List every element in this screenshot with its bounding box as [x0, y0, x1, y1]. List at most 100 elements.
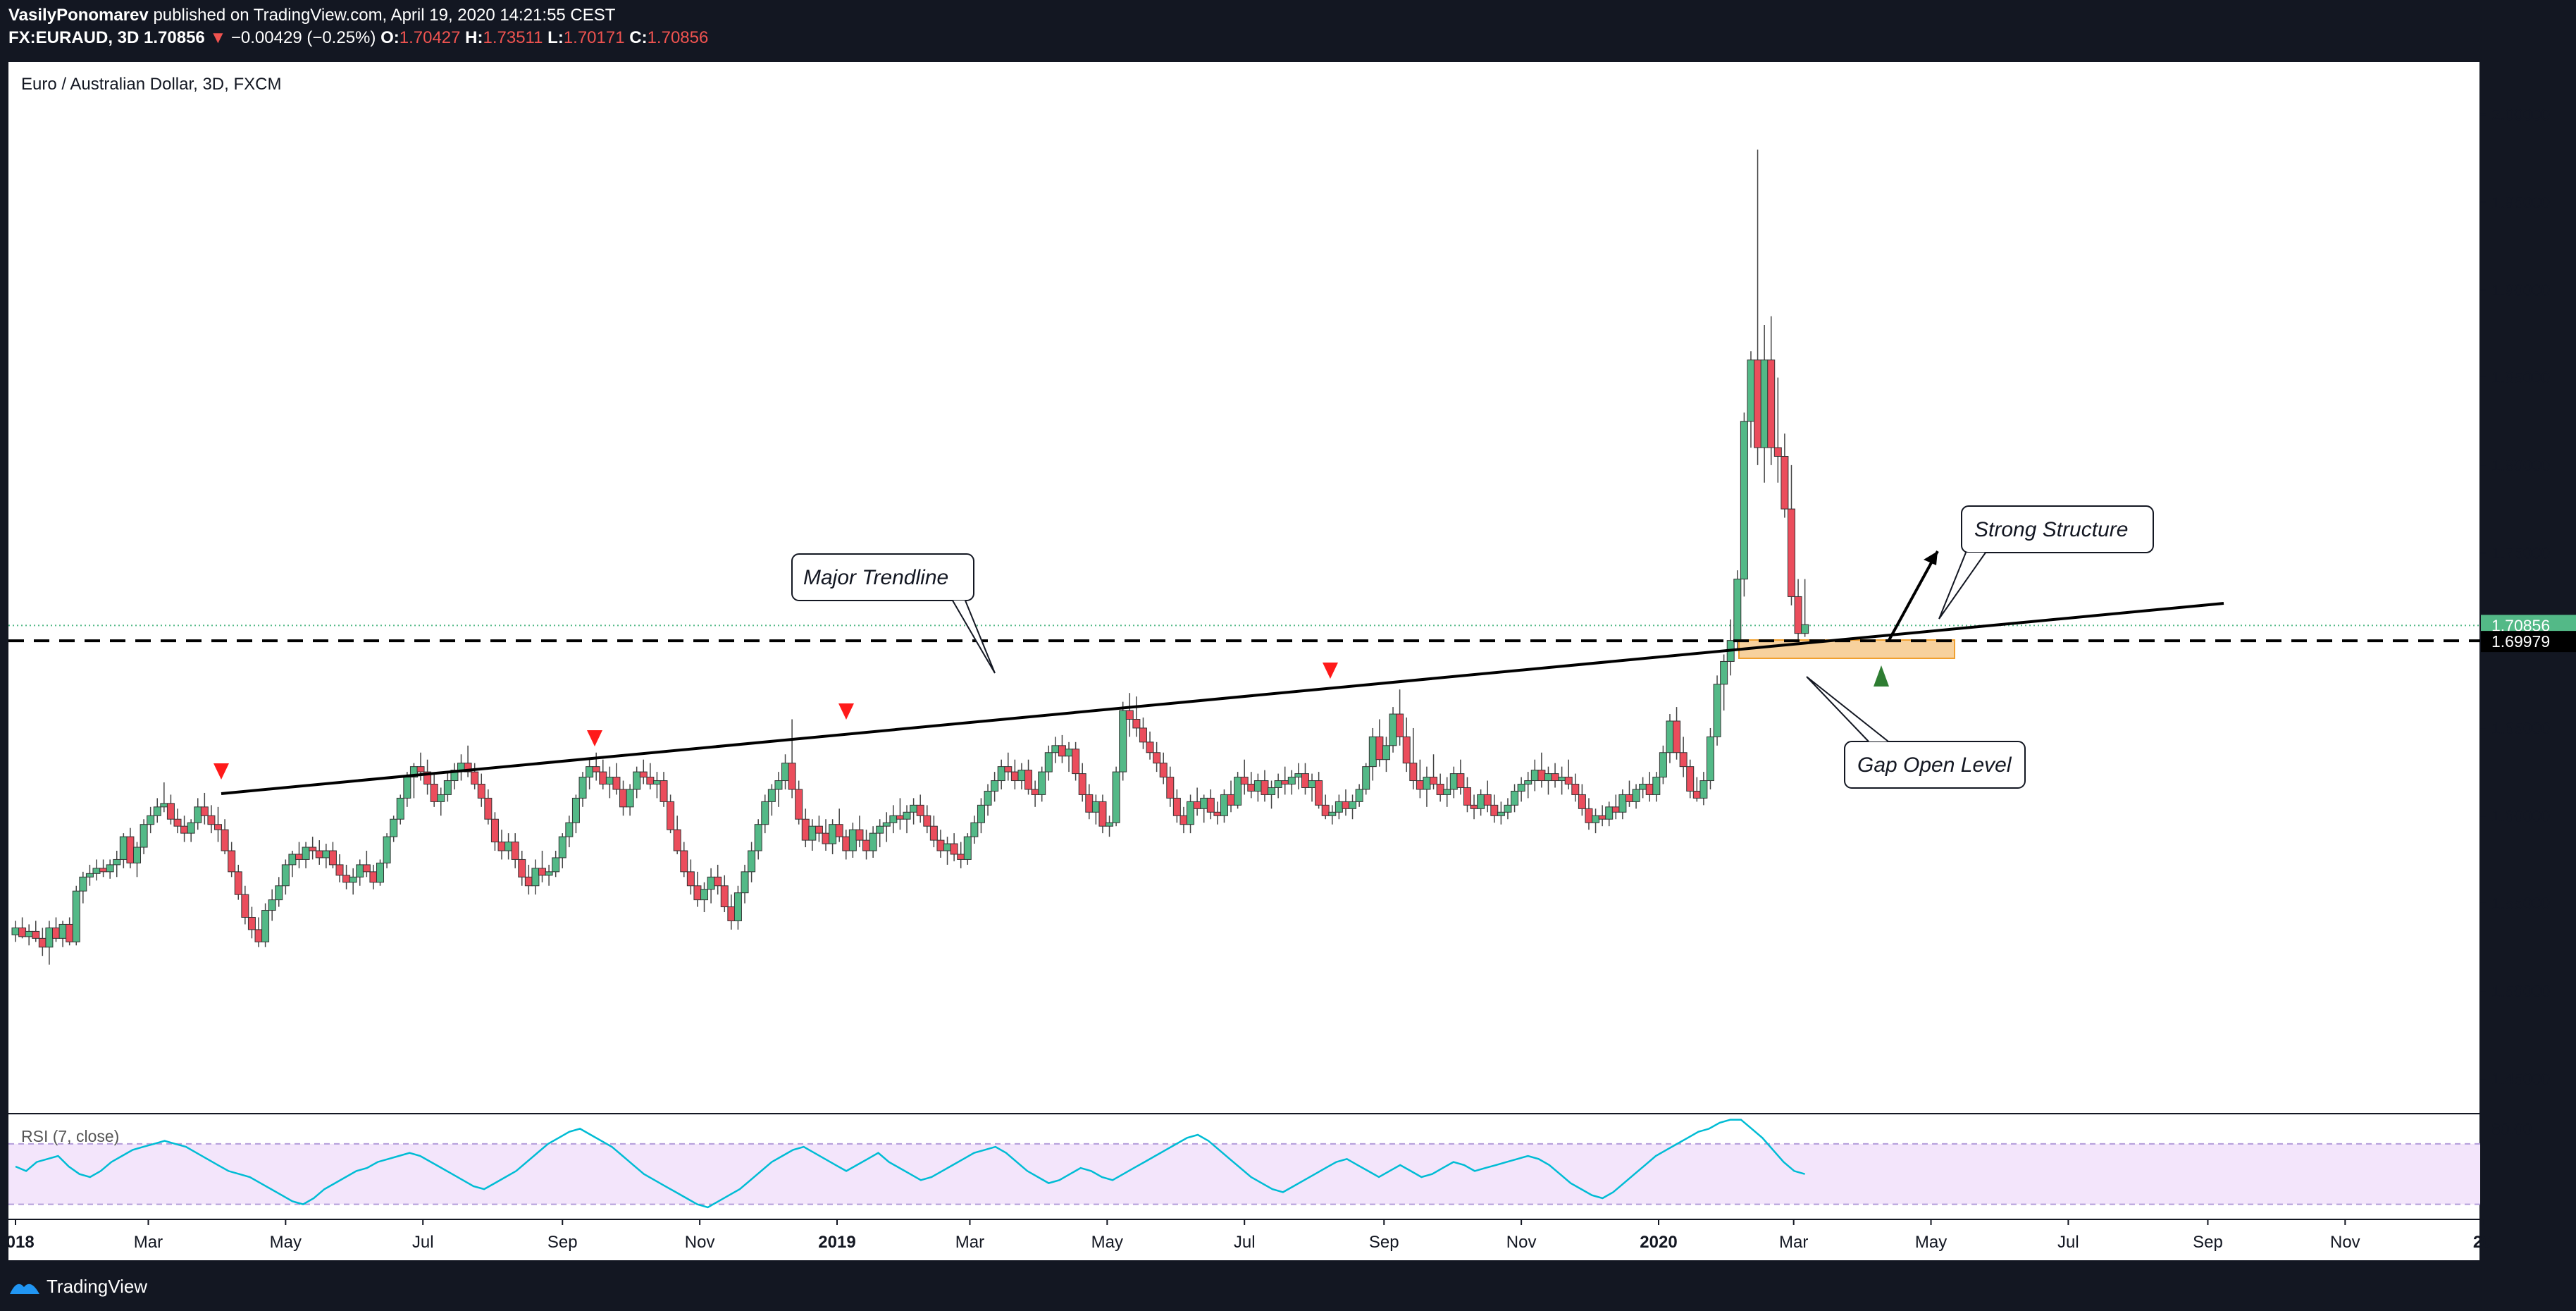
candle-body: [275, 885, 283, 901]
close-value: 1.70856: [647, 28, 709, 47]
candle-body: [970, 822, 979, 837]
candle-body: [660, 780, 668, 802]
candle-body: [700, 889, 709, 901]
candle-body: [741, 871, 749, 894]
candle-body: [788, 763, 796, 790]
candle-body: [1308, 780, 1316, 788]
candle-body: [119, 836, 128, 860]
candle-body: [356, 864, 364, 878]
x-tick-label: Nov: [2330, 1233, 2360, 1252]
candle-body: [876, 825, 884, 834]
candle-body: [173, 818, 182, 827]
candle-body: [1511, 790, 1519, 806]
rsi-upper-tick: 80.00: [2491, 1119, 2532, 1138]
candle-body: [1625, 794, 1633, 802]
candle-body: [822, 832, 830, 844]
candle-body: [106, 864, 114, 873]
candle-body: [1220, 794, 1228, 816]
candle-body: [1382, 745, 1390, 761]
candle-body: [963, 836, 972, 860]
candle-body: [991, 780, 999, 792]
candle-body: [571, 797, 580, 823]
candle-body: [490, 818, 499, 843]
candle-body: [1706, 736, 1714, 782]
candle-body: [565, 822, 574, 837]
major-trendline[interactable]: [221, 602, 2224, 795]
candle-body: [140, 824, 148, 848]
candle-body: [1618, 794, 1627, 813]
candle-body: [160, 803, 168, 808]
tradingview-logo-icon[interactable]: [7, 1276, 42, 1297]
candle-body: [855, 829, 864, 841]
candle-body: [497, 842, 506, 851]
candle-body: [1551, 773, 1559, 782]
price-axis[interactable]: 2.00000 1.95000 1.90000 1.85000 1.80000 1.750…: [2480, 106, 2550, 1088]
candle-body: [862, 839, 871, 851]
x-tick-label: Mar: [955, 1233, 984, 1252]
candle-body: [1044, 752, 1053, 773]
candle-body: [1315, 780, 1323, 806]
candle-body: [376, 862, 385, 883]
strong-structure-callout[interactable]: Strong Structure: [1938, 505, 2154, 620]
candle-body: [1200, 797, 1208, 809]
candle-body: [1605, 806, 1614, 820]
change-down-icon: ▼: [209, 28, 227, 47]
strong-structure-label: Strong Structure: [1974, 518, 2128, 541]
candle-body: [767, 789, 776, 802]
candle-body: [950, 843, 958, 855]
candle-body: [578, 777, 587, 799]
y-tick-label: 1.90000: [2491, 281, 2550, 299]
gap-zone[interactable]: [1738, 639, 1955, 659]
candle-body: [328, 850, 337, 866]
y-tick-label: 2.00000: [2491, 106, 2550, 124]
candle-body: [1517, 784, 1525, 792]
strong-structure-arrow: [1887, 550, 1939, 642]
candle-body: [369, 871, 378, 883]
candle-body: [652, 780, 661, 785]
candle-body: [781, 763, 790, 782]
y-tick-label: 1.50000: [2491, 982, 2550, 1000]
candle-body: [1031, 789, 1039, 795]
candle-body: [1679, 752, 1688, 768]
candle-body: [315, 850, 323, 858]
candle-body: [1153, 752, 1161, 764]
candle-body: [166, 803, 175, 820]
marker-up-icon: [1874, 665, 1889, 687]
x-tick-label: Mar: [1779, 1233, 1808, 1252]
change-value: −0.00429 (−0.25%): [230, 28, 376, 47]
time-axis[interactable]: 2018 Mar May Jul Sep Nov 2019 Mar May Jul Sep Nov 20…: [0, 1219, 2492, 1252]
candle-body: [1611, 806, 1620, 813]
candle-body: [268, 899, 276, 911]
candle-body: [720, 885, 729, 908]
candle-body: [1430, 777, 1438, 785]
candle-body: [261, 910, 270, 942]
x-tick-label: Nov: [685, 1233, 715, 1252]
y-tick-label: 1.75000: [2491, 543, 2550, 562]
author-name[interactable]: VasilyPonomarev: [8, 6, 149, 25]
candle-body: [1497, 811, 1505, 816]
candle-body: [1436, 784, 1444, 795]
candle-body: [254, 929, 263, 942]
candle-body: [1375, 736, 1384, 761]
candle-body: [1179, 815, 1188, 825]
candle-body: [1004, 766, 1013, 773]
x-tick-label: May: [270, 1233, 302, 1252]
candle-body: [1119, 710, 1127, 773]
candle-body: [599, 771, 607, 785]
gap-open-callout[interactable]: Gap Open Level: [1806, 676, 2026, 789]
candle-body: [612, 777, 621, 790]
candle-body: [484, 797, 493, 820]
candle-body: [335, 864, 344, 876]
candle-body: [1449, 773, 1458, 790]
candle-body: [889, 815, 898, 823]
candle-body: [910, 804, 918, 813]
candle-body: [808, 825, 817, 841]
level-price-label: 1.69979: [2491, 632, 2550, 651]
candle-body: [1355, 789, 1363, 802]
candle-body: [923, 815, 931, 827]
major-trendline-callout[interactable]: Major Trendline: [791, 553, 996, 674]
candle-body: [754, 824, 762, 851]
candle-body: [646, 777, 655, 785]
x-tick-label: Sep: [1369, 1233, 1399, 1252]
